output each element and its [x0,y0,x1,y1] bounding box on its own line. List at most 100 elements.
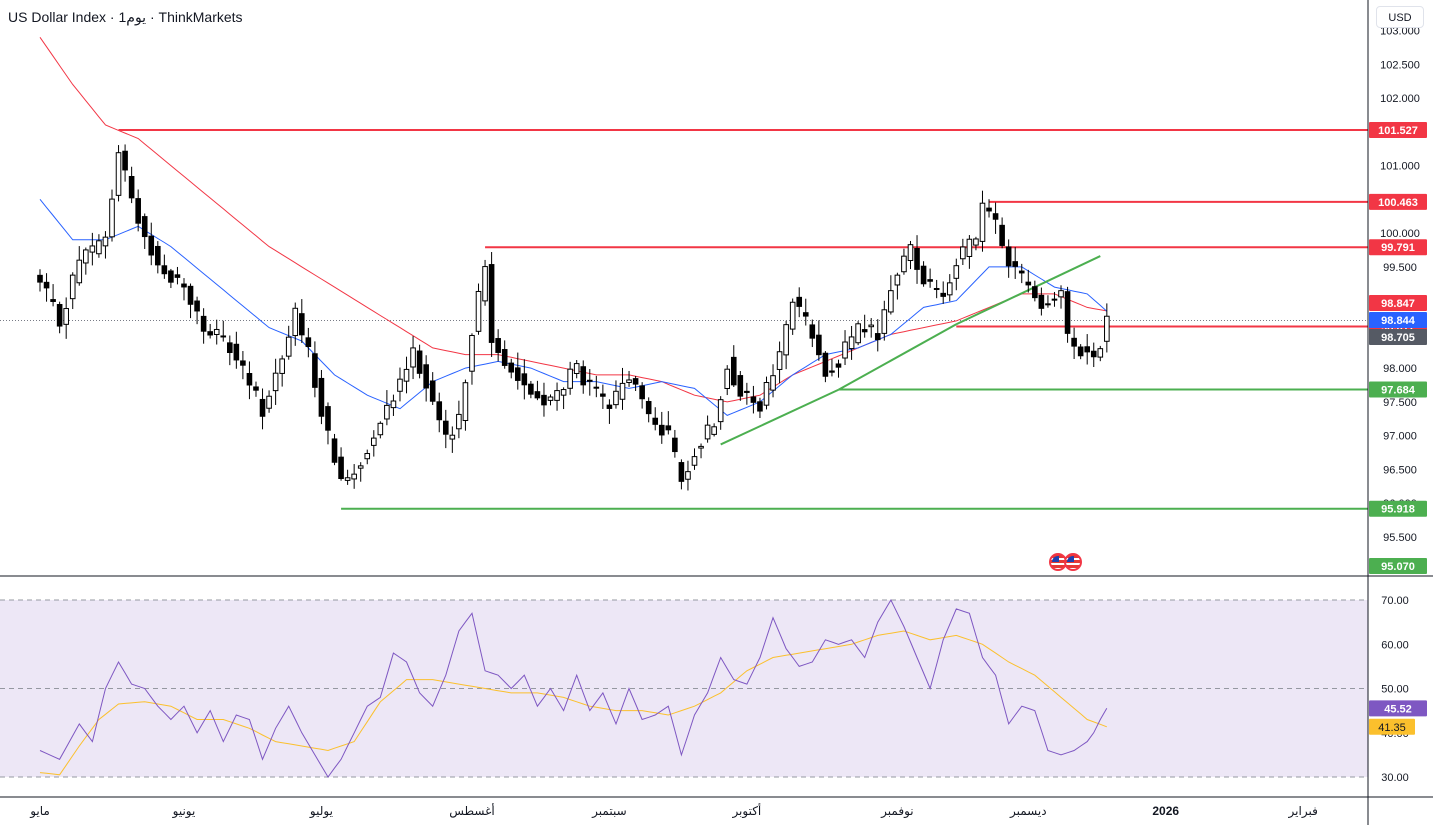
resistance-price-tag-label: 99.791 [1381,242,1415,254]
candle [1032,280,1038,302]
us-flag-icon[interactable] [1064,553,1082,571]
candle [560,387,567,410]
candle [698,443,704,459]
candle [1097,345,1104,362]
candle-body [541,394,547,406]
candle-body [593,386,600,389]
candle [37,269,43,292]
trendline [838,323,957,391]
price-tick-label: 97.000 [1383,431,1417,443]
candle [351,464,357,489]
candle [691,448,698,470]
candle-body [946,282,953,296]
candle-body [730,356,737,386]
candle [416,344,423,379]
candle [632,376,639,392]
candle-body [1104,315,1110,342]
candle-body [534,391,541,399]
candle [279,355,285,387]
candle-body [227,342,233,353]
candle [1077,344,1084,360]
candle [109,189,115,242]
candle-body [658,424,665,436]
candle [122,144,128,182]
candle [776,341,783,384]
rsi-value-tag: 45.52 [1369,700,1427,717]
last-price-price-tag: 98.705 [1369,329,1427,345]
candle [907,240,914,270]
candle [770,364,776,398]
candle [292,302,299,346]
candle [914,235,920,284]
price-tick-label: 102.500 [1380,59,1420,71]
support-price-tag: 97.684 [1369,381,1427,398]
candle-body [842,341,848,359]
candle-body [1012,261,1019,267]
candle-body [822,352,829,377]
candle-body [357,465,364,469]
candle [148,222,155,266]
candle [541,382,547,417]
candle [901,248,907,275]
rsi-tick-label: 70.00 [1381,595,1409,607]
price-tick-label: 102.000 [1380,93,1420,105]
candle [652,407,659,431]
candle-body [266,395,272,409]
candle [658,411,665,444]
candle-body [580,366,587,386]
candle-body [796,296,803,307]
sma-fast-line [39,198,1108,416]
rsi-lines [39,598,1108,778]
candle-body [109,198,115,238]
candle-body [894,274,901,286]
candle-body [933,287,940,290]
candle-body [757,401,763,412]
sma-fast-price-tag-bg [1369,312,1427,328]
rsi-value-tag-label: 45.52 [1384,703,1412,715]
candle-body [410,347,416,368]
candle [259,388,266,430]
candle-body [888,290,894,313]
candle-body [632,378,639,385]
candle [999,217,1005,249]
candle [370,430,377,457]
candle-body [901,255,907,273]
candle [979,190,986,252]
candle [737,371,744,401]
candle-body [717,399,724,423]
candle-body [377,422,384,436]
resistance-price-tag-label: 101.527 [1378,125,1418,137]
time-tick-label: 2026 [1152,804,1179,818]
candle-body [861,329,868,333]
candle-body [573,363,580,374]
currency-button[interactable]: USD [1376,6,1424,28]
time-tick-label: يوليو [309,804,333,819]
rsi-ma-value-tag-label: 41.35 [1378,722,1406,734]
candle-body [364,453,371,460]
candle [240,351,246,380]
candle-body [83,249,89,264]
candle [586,369,593,396]
candle [717,396,724,430]
candle [272,358,279,405]
candle [207,323,213,339]
candle-body [514,367,521,381]
bottom-price-tag: 95.070 [1369,558,1427,574]
candle-body [272,372,279,392]
candle-body [318,377,325,417]
candle-body [312,353,318,388]
candle [227,335,233,366]
rsi-value-tag-bg [1369,700,1427,717]
resistance-price-tag: 101.527 [1369,121,1427,138]
candle-body [979,202,986,242]
rsi-tick-label: 30.00 [1381,772,1409,784]
trendlines [720,255,1101,446]
candle-body [351,473,357,480]
candle-body [874,333,881,341]
candle-body [992,213,999,220]
resistance-price-tag-bg [1369,193,1427,210]
time-tick-label: مايو [29,804,50,819]
candle-body [69,274,76,300]
rsi-ma-line [39,630,1107,776]
